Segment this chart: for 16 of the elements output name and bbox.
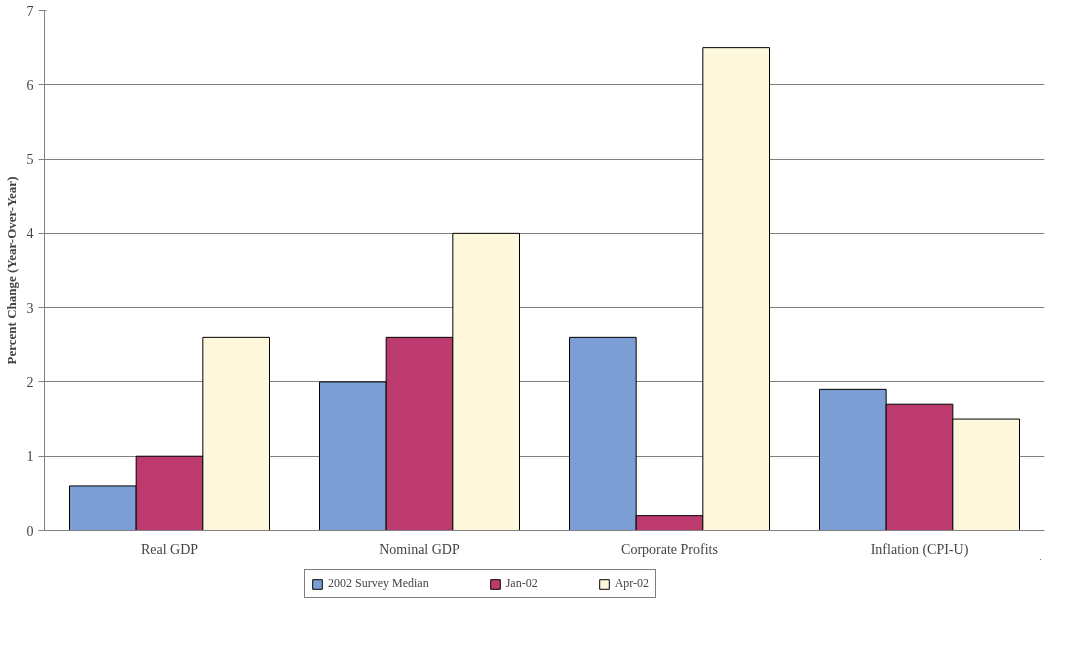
y-tick-label: 5 <box>26 152 34 168</box>
y-tick-label: 2 <box>26 374 34 390</box>
x-tick-label: Corporate Profits <box>621 541 718 557</box>
legend-label: Jan-02 <box>505 576 538 591</box>
legend-label: Apr-02 <box>614 576 650 591</box>
y-tick-label: 1 <box>26 449 34 465</box>
y-tick-label: 0 <box>26 523 34 539</box>
y-tick-label: 7 <box>26 3 34 19</box>
y-axis-title: Percent Change (Year-Over-Year) <box>3 176 19 365</box>
y-tick-label: 6 <box>26 77 34 93</box>
y-tick-label: 3 <box>26 300 34 316</box>
x-tick-label: Inflation (CPI-U) <box>870 541 969 558</box>
legend-label: 2002 Survey Median <box>328 576 429 591</box>
x-tick-label: Nominal GDP <box>379 541 460 557</box>
y-tick-label: 4 <box>26 226 34 242</box>
x-tick-label: Real GDP <box>140 541 199 557</box>
